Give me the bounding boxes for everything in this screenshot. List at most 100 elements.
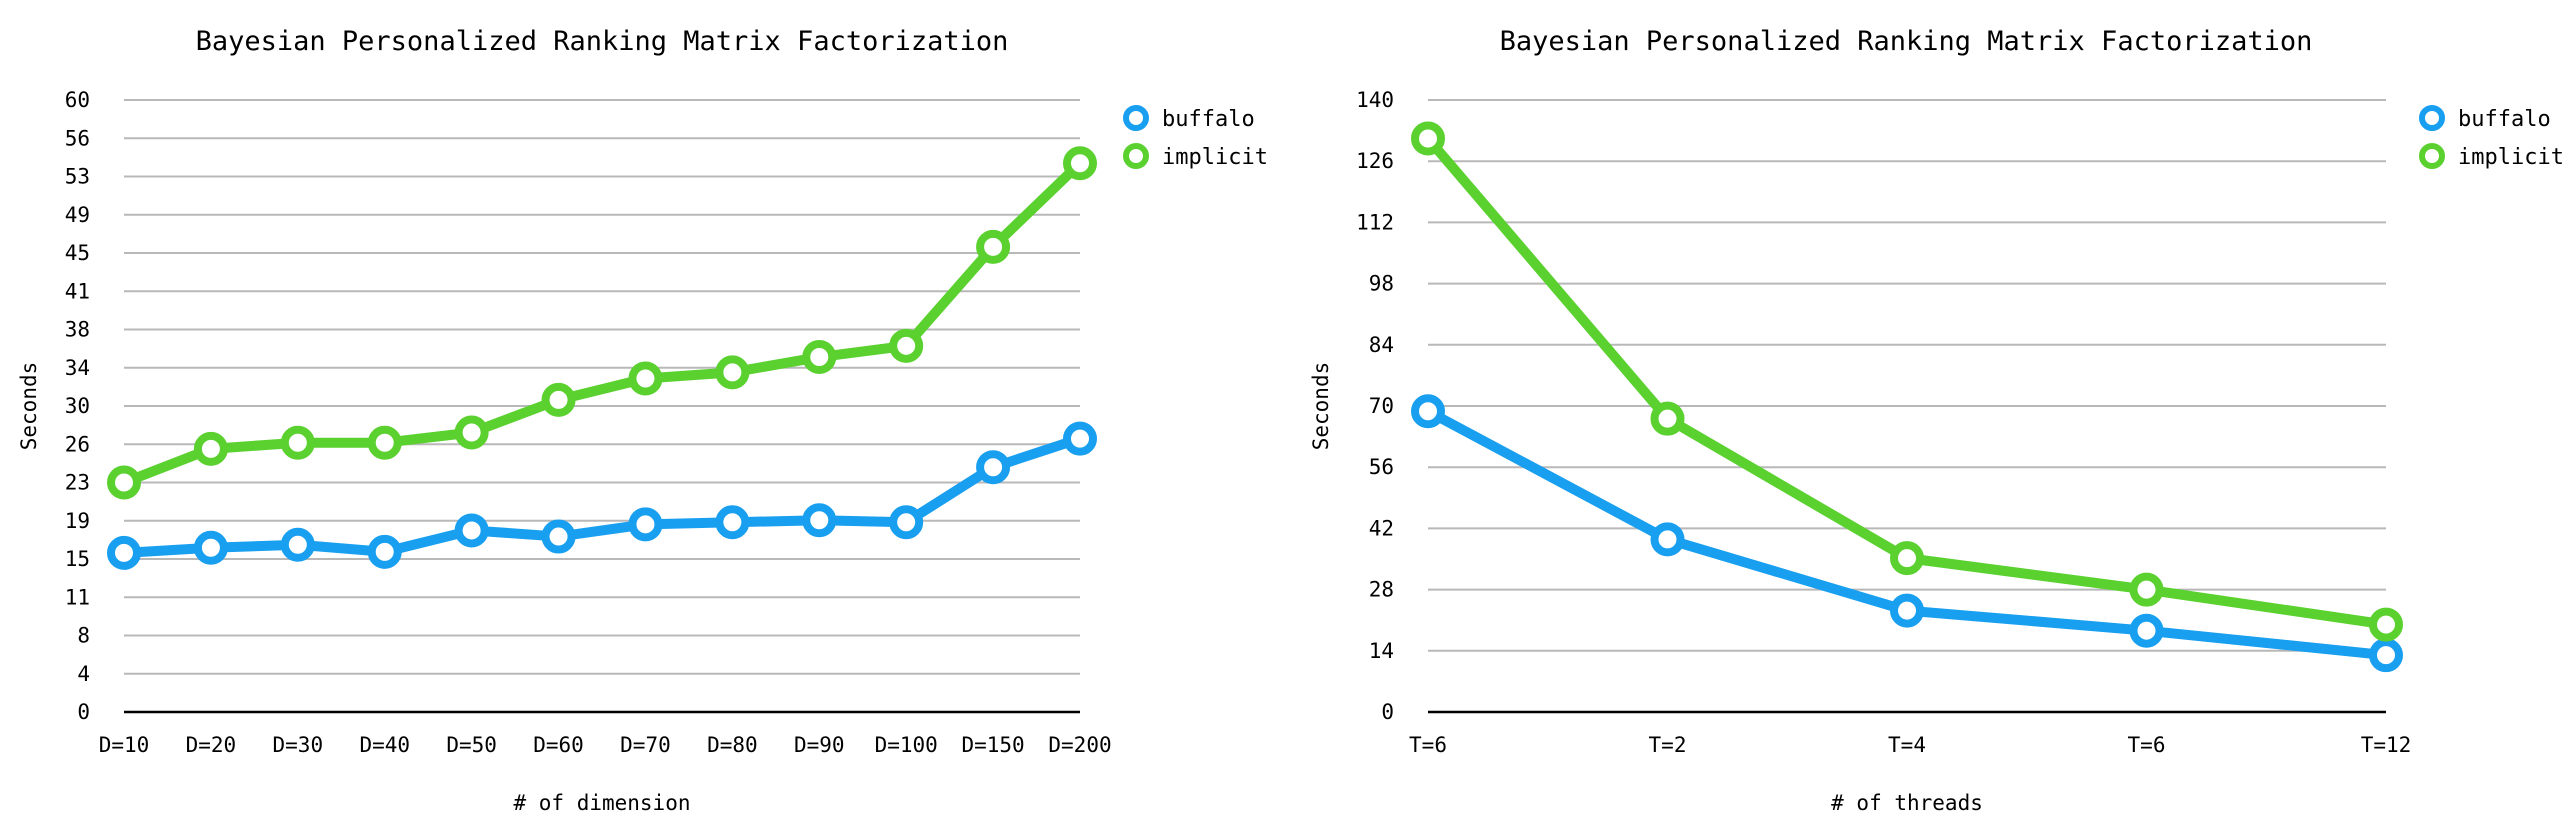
y-tick-label: 38 — [65, 318, 90, 342]
series-buffalo — [1411, 394, 2403, 673]
series-line-buffalo — [119, 433, 1085, 558]
data-point-implicit — [2369, 607, 2403, 642]
legend-label: buffalo — [2458, 107, 2551, 132]
x-axis-label: # of threads — [1831, 791, 1983, 815]
x-tick-label: D=30 — [273, 733, 324, 757]
y-tick-label: 15 — [65, 547, 90, 571]
x-tick-label: D=90 — [794, 733, 845, 757]
y-axis-label: Seconds — [1309, 362, 1333, 451]
y-tick-label: 19 — [65, 509, 90, 533]
y-tick-label: 34 — [65, 356, 90, 380]
y-tick-label: 112 — [1356, 210, 1394, 234]
data-point-buffalo — [367, 534, 402, 569]
legend-marker — [2419, 143, 2445, 169]
y-tick-label: 26 — [65, 432, 90, 456]
data-point-buffalo — [2129, 613, 2164, 648]
x-tick-label: D=40 — [359, 733, 410, 757]
y-tick-label: 28 — [1369, 578, 1394, 602]
data-point-implicit — [454, 415, 489, 450]
legend-item-buffalo: buffalo — [2419, 105, 2551, 132]
y-tick-label: 4 — [77, 662, 90, 686]
series-implicit — [107, 146, 1097, 500]
data-point-implicit — [889, 328, 924, 363]
y-tick-label: 23 — [65, 471, 90, 495]
data-point-implicit — [1890, 541, 1924, 576]
legend-item-implicit: implicit — [2419, 143, 2564, 170]
data-point-buffalo — [976, 450, 1011, 485]
y-tick-label: 0 — [77, 700, 90, 724]
data-point-implicit — [280, 425, 315, 460]
legend-label: buffalo — [1162, 107, 1255, 132]
x-tick-label: D=10 — [99, 733, 150, 757]
x-tick-label: D=50 — [446, 733, 497, 757]
data-point-implicit — [976, 229, 1011, 264]
x-tick-label: T=6 — [1409, 733, 1447, 757]
data-point-buffalo — [280, 527, 315, 562]
data-point-implicit — [715, 355, 750, 390]
y-tick-label: 8 — [77, 624, 90, 648]
data-point-implicit — [628, 361, 663, 396]
y-tick-label: 53 — [65, 165, 90, 189]
y-tick-label: 70 — [1369, 394, 1394, 418]
y-tick-label: 30 — [65, 394, 90, 418]
y-tick-label: 56 — [65, 126, 90, 150]
data-point-buffalo — [107, 535, 141, 570]
x-tick-label: T=12 — [2361, 733, 2412, 757]
data-point-buffalo — [628, 507, 663, 542]
y-tick-label: 60 — [65, 88, 90, 112]
data-point-implicit — [1063, 146, 1097, 181]
y-axis-label: Seconds — [17, 362, 41, 451]
data-point-implicit — [1411, 121, 1445, 156]
y-tick-label: 126 — [1356, 149, 1394, 173]
chart-1: Bayesian Personalized Ranking Matrix Fac… — [17, 26, 1268, 815]
x-tick-label: D=60 — [533, 733, 584, 757]
y-tick-label: 56 — [1369, 455, 1394, 479]
series-line-implicit — [119, 158, 1085, 488]
y-tick-label: 41 — [65, 279, 90, 303]
legend-marker — [1123, 105, 1149, 131]
legend-item-buffalo: buffalo — [1123, 105, 1255, 132]
chart-title: Bayesian Personalized Ranking Matrix Fac… — [1500, 26, 2313, 57]
data-point-buffalo — [193, 530, 228, 565]
x-tick-label: D=100 — [875, 733, 938, 757]
data-point-buffalo — [1063, 421, 1097, 456]
data-point-buffalo — [454, 513, 489, 548]
x-axis-label: # of dimension — [513, 791, 690, 815]
data-point-implicit — [1650, 401, 1685, 436]
legend-label: implicit — [2458, 145, 2564, 170]
series-buffalo — [107, 421, 1097, 570]
chart-title: Bayesian Personalized Ranking Matrix Fac… — [196, 26, 1009, 57]
y-tick-label: 42 — [1369, 516, 1394, 540]
x-tick-label: T=4 — [1888, 733, 1926, 757]
y-tick-label: 14 — [1369, 639, 1394, 663]
data-point-implicit — [802, 340, 837, 375]
data-point-buffalo — [715, 505, 750, 540]
y-tick-label: 11 — [65, 585, 90, 609]
x-tick-label: D=200 — [1048, 733, 1111, 757]
x-tick-label: D=70 — [620, 733, 671, 757]
data-point-implicit — [541, 382, 576, 417]
data-point-buffalo — [889, 505, 924, 540]
data-point-buffalo — [541, 519, 576, 554]
legend-item-implicit: implicit — [1123, 143, 1268, 170]
chart-2: Bayesian Personalized Ranking Matrix Fac… — [1309, 26, 2564, 815]
x-tick-label: D=150 — [961, 733, 1024, 757]
series-implicit — [1411, 121, 2403, 642]
x-tick-label: D=80 — [707, 733, 758, 757]
data-point-implicit — [193, 431, 228, 466]
y-tick-label: 45 — [65, 241, 90, 265]
data-point-buffalo — [1411, 394, 1445, 429]
x-tick-label: D=20 — [186, 733, 237, 757]
x-tick-label: T=2 — [1649, 733, 1687, 757]
data-point-buffalo — [1890, 593, 1924, 628]
data-point-implicit — [367, 425, 402, 460]
data-point-buffalo — [1650, 522, 1685, 557]
data-point-implicit — [2129, 572, 2164, 607]
data-point-buffalo — [2369, 638, 2403, 673]
legend-marker — [2419, 105, 2445, 131]
x-tick-label: T=6 — [2128, 733, 2166, 757]
y-tick-label: 0 — [1381, 700, 1394, 724]
y-tick-label: 140 — [1356, 88, 1394, 112]
